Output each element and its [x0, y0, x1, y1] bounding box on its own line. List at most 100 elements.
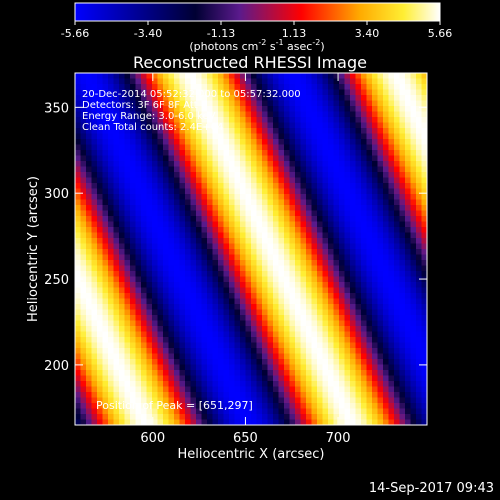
heatmap-cell — [218, 271, 225, 278]
heatmap-cell — [388, 326, 395, 333]
heatmap-cell — [355, 419, 362, 425]
heatmap-cell — [295, 298, 302, 305]
heatmap-cell — [388, 282, 395, 289]
heatmap-cell — [284, 95, 291, 102]
heatmap-cell — [97, 172, 104, 179]
heatmap-cell — [130, 78, 137, 85]
heatmap-cell — [317, 287, 324, 294]
heatmap-cell — [399, 337, 406, 344]
heatmap-cell — [163, 111, 170, 118]
heatmap-cell — [289, 161, 296, 168]
heatmap-cell — [196, 183, 203, 190]
heatmap-cell — [366, 199, 373, 206]
heatmap-cell — [80, 370, 87, 377]
heatmap-cell — [416, 419, 423, 425]
heatmap-cell — [168, 386, 175, 393]
heatmap-cell — [361, 304, 368, 311]
heatmap-cell — [168, 95, 175, 102]
heatmap-cell — [273, 232, 280, 239]
heatmap-cell — [80, 78, 87, 85]
heatmap-cell — [212, 326, 219, 333]
heatmap-cell — [355, 282, 362, 289]
heatmap-cell — [141, 144, 148, 151]
heatmap-cell — [421, 183, 427, 190]
heatmap-cell — [306, 408, 313, 415]
heatmap-cell — [91, 89, 98, 96]
heatmap-cell — [366, 370, 373, 377]
heatmap-cell — [416, 342, 423, 349]
heatmap-cell — [361, 348, 368, 355]
heatmap-cell — [201, 320, 208, 327]
heatmap-cell — [251, 260, 258, 267]
heatmap-cell — [350, 139, 357, 146]
heatmap-cell — [289, 243, 296, 250]
heatmap-cell — [174, 326, 181, 333]
heatmap-cell — [388, 414, 395, 421]
heatmap-cell — [344, 100, 351, 107]
heatmap-cell — [366, 243, 373, 250]
heatmap-cell — [377, 331, 384, 338]
heatmap-cell — [383, 100, 390, 107]
heatmap-cell — [212, 359, 219, 366]
heatmap-cell — [416, 260, 423, 267]
heatmap-cell — [141, 370, 148, 377]
heatmap-cell — [201, 287, 208, 294]
heatmap-cell — [333, 260, 340, 267]
heatmap-cell — [196, 315, 203, 322]
heatmap-cell — [394, 161, 401, 168]
heatmap-cell — [234, 282, 241, 289]
heatmap-cell — [372, 282, 379, 289]
heatmap-cell — [102, 227, 109, 234]
heatmap-cell — [190, 199, 197, 206]
heatmap-cell — [75, 276, 82, 283]
heatmap-cell — [245, 227, 252, 234]
heatmap-cell — [405, 309, 412, 316]
heatmap-cell — [311, 238, 318, 245]
heatmap-cell — [130, 95, 137, 102]
heatmap-cell — [328, 287, 335, 294]
heatmap-cell — [256, 172, 263, 179]
heatmap-cell — [157, 282, 164, 289]
heatmap-cell — [152, 106, 159, 113]
heatmap-cell — [223, 342, 230, 349]
heatmap-cell — [218, 243, 225, 250]
heatmap-cell — [75, 342, 82, 349]
heatmap-cell — [394, 183, 401, 190]
heatmap-cell — [86, 161, 93, 168]
heatmap-cell — [168, 359, 175, 366]
heatmap-cell — [86, 397, 93, 404]
heatmap-cell — [196, 89, 203, 96]
heatmap-cell — [108, 95, 115, 102]
heatmap-cell — [394, 342, 401, 349]
heatmap-cell — [163, 150, 170, 157]
heatmap-cell — [174, 150, 181, 157]
heatmap-cell — [234, 392, 241, 399]
heatmap-cell — [152, 364, 159, 371]
heatmap-cell — [383, 177, 390, 184]
heatmap-cell — [146, 342, 153, 349]
heatmap-cell — [355, 243, 362, 250]
heatmap-cell — [262, 315, 269, 322]
heatmap-cell — [207, 78, 214, 85]
heatmap-cell — [355, 133, 362, 140]
heatmap-cell — [339, 122, 346, 129]
heatmap-cell — [212, 392, 219, 399]
heatmap-cell — [251, 320, 258, 327]
heatmap-cell — [174, 177, 181, 184]
heatmap-cell — [201, 227, 208, 234]
heatmap-cell — [190, 227, 197, 234]
heatmap-cell — [102, 276, 109, 283]
heatmap-cell — [146, 133, 153, 140]
heatmap-cell — [190, 210, 197, 217]
heatmap-cell — [410, 205, 417, 212]
heatmap-cell — [416, 331, 423, 338]
heatmap-cell — [201, 265, 208, 272]
heatmap-cell — [421, 199, 427, 206]
heatmap-cell — [372, 150, 379, 157]
heatmap-cell — [141, 227, 148, 234]
heatmap-cell — [80, 287, 87, 294]
heatmap-cell — [80, 386, 87, 393]
heatmap-cell — [372, 348, 379, 355]
heatmap-cell — [240, 353, 247, 360]
heatmap-cell — [108, 364, 115, 371]
